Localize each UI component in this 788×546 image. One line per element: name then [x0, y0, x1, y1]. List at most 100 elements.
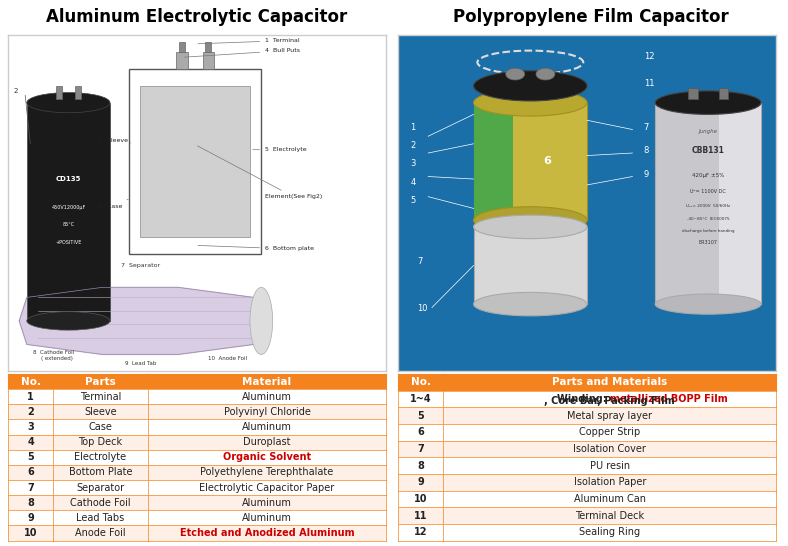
Ellipse shape [474, 292, 587, 316]
Text: 6: 6 [28, 467, 34, 477]
Ellipse shape [250, 287, 273, 354]
Text: 3  Case: 3 Case [98, 199, 128, 209]
Bar [56, 86, 62, 99]
Text: PU resin: PU resin [589, 461, 630, 471]
Text: Etched and Anodized Aluminum: Etched and Anodized Aluminum [180, 528, 355, 538]
Text: Organic Solvent: Organic Solvent [223, 452, 311, 462]
Text: 450V12000μF: 450V12000μF [51, 205, 86, 210]
Text: 9: 9 [418, 477, 424, 487]
Ellipse shape [506, 68, 525, 80]
Text: 5: 5 [411, 197, 416, 205]
Text: -40~85°C  IEC60075: -40~85°C IEC60075 [687, 217, 730, 221]
Text: Aluminum Can: Aluminum Can [574, 494, 645, 504]
Text: 6: 6 [544, 156, 552, 167]
Text: No.: No. [20, 377, 40, 387]
Text: +POSITIVE: +POSITIVE [55, 240, 82, 245]
Bar [177, 52, 188, 69]
Text: Aluminum: Aluminum [242, 422, 292, 432]
Text: Bottom Plate: Bottom Plate [69, 467, 132, 477]
Text: Aluminum: Aluminum [242, 513, 292, 523]
Text: 2: 2 [411, 141, 416, 150]
Text: CD135: CD135 [56, 176, 81, 182]
Ellipse shape [655, 91, 761, 115]
Ellipse shape [655, 294, 761, 314]
Text: 5: 5 [418, 411, 424, 420]
Text: Polyvinyl Chloride: Polyvinyl Chloride [224, 407, 310, 417]
Text: 7: 7 [418, 444, 424, 454]
Text: Aluminum: Aluminum [242, 498, 292, 508]
Text: Metal spray layer: Metal spray layer [567, 411, 652, 420]
Ellipse shape [27, 93, 110, 112]
Text: Terminal: Terminal [80, 391, 121, 402]
Text: Separator: Separator [76, 483, 125, 492]
Text: 12: 12 [644, 52, 654, 61]
Bar [474, 227, 587, 304]
Text: 4: 4 [411, 178, 416, 187]
Text: 1~4: 1~4 [410, 394, 432, 404]
Text: Top Deck: Top Deck [79, 437, 123, 447]
Text: Uₚₖ= 2000V  50/60Hz: Uₚₖ= 2000V 50/60Hz [686, 204, 730, 209]
Ellipse shape [474, 215, 587, 239]
Text: 7: 7 [28, 483, 34, 492]
Bar [474, 103, 513, 220]
Text: Terminal Deck: Terminal Deck [575, 511, 645, 520]
Text: 420μF ±5%: 420μF ±5% [692, 173, 724, 178]
Text: 9  Lead Tab: 9 Lead Tab [125, 360, 156, 366]
Bar [719, 103, 761, 304]
Text: 10  Anode Foil: 10 Anode Foil [208, 355, 247, 360]
Text: 1  Terminal: 1 Terminal [198, 38, 299, 44]
Text: 85°C: 85°C [62, 222, 74, 227]
Text: Parts and Materials: Parts and Materials [552, 377, 667, 387]
Text: No.: No. [411, 377, 430, 387]
Bar [75, 86, 81, 99]
Text: Electrolyte: Electrolyte [75, 452, 127, 462]
Text: Element(See Fig2): Element(See Fig2) [198, 146, 322, 199]
Ellipse shape [474, 89, 587, 116]
Text: 9: 9 [28, 513, 34, 523]
Text: 3: 3 [411, 159, 416, 169]
Text: Polypropylene Film Capacitor: Polypropylene Film Capacitor [453, 8, 729, 26]
Text: 11: 11 [414, 511, 427, 520]
Text: metallized BOPP Film: metallized BOPP Film [610, 394, 727, 404]
Bar [179, 42, 185, 52]
Text: 5  Electrolyte: 5 Electrolyte [253, 147, 307, 152]
Bar [203, 52, 214, 69]
Polygon shape [19, 287, 265, 354]
Text: 8  Cathode Foil
    ( extended): 8 Cathode Foil ( extended) [33, 350, 74, 360]
Ellipse shape [536, 68, 555, 80]
Text: Lead Tabs: Lead Tabs [76, 513, 125, 523]
Text: 12: 12 [414, 527, 427, 537]
Text: Material: Material [243, 377, 292, 387]
Text: Electrolytic Capacitor Paper: Electrolytic Capacitor Paper [199, 483, 335, 492]
Text: 6: 6 [418, 428, 424, 437]
Ellipse shape [474, 71, 587, 101]
Bar [474, 103, 587, 220]
Text: Polyethylene Terephthalate: Polyethylene Terephthalate [200, 467, 333, 477]
Text: 7: 7 [644, 122, 649, 132]
Text: 2: 2 [28, 407, 34, 417]
Text: ER3107: ER3107 [699, 240, 718, 245]
Text: Cathode Foil: Cathode Foil [70, 498, 131, 508]
Text: Parts: Parts [85, 377, 116, 387]
Text: Sleeve: Sleeve [84, 407, 117, 417]
Text: Copper Strip: Copper Strip [579, 428, 641, 437]
Bar [129, 69, 262, 254]
Ellipse shape [27, 312, 110, 330]
Text: 1: 1 [411, 122, 416, 132]
Text: 10: 10 [24, 528, 37, 538]
Text: Isolation Cover: Isolation Cover [574, 444, 646, 454]
Text: Duroplast: Duroplast [243, 437, 291, 447]
Text: 8: 8 [27, 498, 34, 508]
Text: 11: 11 [644, 79, 654, 88]
Text: 4: 4 [28, 437, 34, 447]
Text: Aluminum: Aluminum [242, 391, 292, 402]
Bar [655, 103, 761, 304]
Bar [689, 87, 697, 99]
Text: 2  Sleeve: 2 Sleeve [98, 138, 131, 143]
Text: , Core Bar, Packing Film: , Core Bar, Packing Film [545, 396, 675, 406]
Text: 7: 7 [417, 257, 422, 266]
Text: 8: 8 [644, 146, 649, 155]
Text: Junghe: Junghe [699, 129, 718, 134]
Text: 2: 2 [13, 87, 17, 93]
Text: Aluminum Electrolytic Capacitor: Aluminum Electrolytic Capacitor [46, 8, 348, 26]
